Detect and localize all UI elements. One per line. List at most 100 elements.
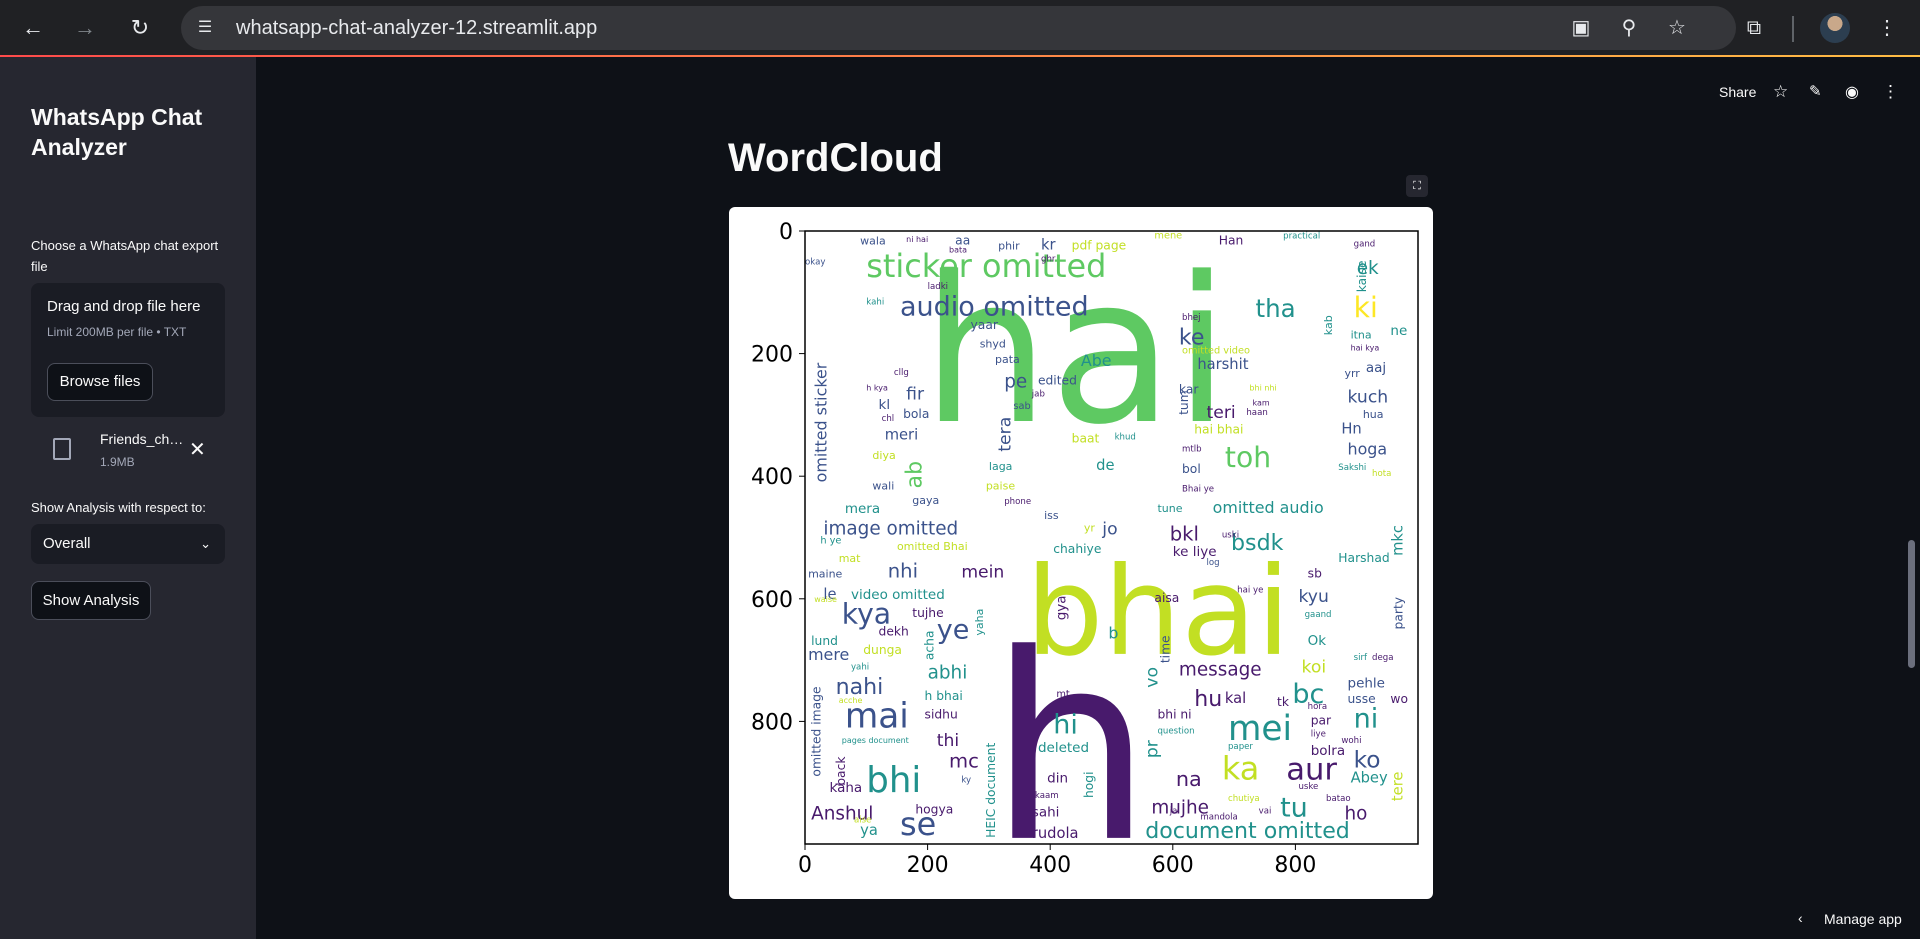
word-62: sb (1308, 566, 1322, 580)
word-108: ho (1344, 803, 1367, 824)
word-120: HEIC document (984, 743, 998, 838)
y-tick-label: 400 (751, 465, 793, 490)
word-79: nahi (836, 674, 884, 700)
word-35: Hn (1341, 420, 1361, 437)
word-142: practical (1283, 231, 1320, 241)
word-19: itna (1351, 328, 1372, 341)
word-118: omitted image (809, 686, 823, 776)
word-13: kr (1041, 236, 1057, 253)
profile-avatar[interactable] (1820, 13, 1850, 43)
dropzone-title: Drag and drop file here (47, 298, 201, 315)
zoom-icon[interactable]: ⚲ (1621, 17, 1637, 39)
word-115: omitted sticker (811, 362, 830, 482)
word-17: yaar (971, 318, 999, 332)
word-1: bhai (1026, 540, 1291, 683)
word-127: time (1159, 635, 1173, 663)
x-tick-label: 800 (1274, 853, 1316, 878)
word-134: omitted video (1182, 346, 1250, 357)
word-66: aisa (1154, 591, 1179, 605)
scrollbar-thumb[interactable] (1908, 540, 1915, 668)
file-dropzone[interactable]: Drag and drop file here Limit 200MB per … (31, 283, 225, 417)
edit-icon[interactable]: ✎ (1809, 83, 1822, 100)
user-select[interactable]: Overall ⌄ (31, 524, 225, 564)
word-184: chutiya (1228, 794, 1260, 804)
word-150: jab (1031, 390, 1045, 400)
word-111: sahi (1032, 804, 1060, 820)
y-tick-label: 800 (751, 710, 793, 735)
address-bar[interactable]: ☰ whatsapp-chat-analyzer-12.streamlit.ap… (181, 6, 1736, 50)
word-153: haan (1246, 408, 1267, 418)
star-icon[interactable]: ☆ (1773, 82, 1789, 101)
word-98: aur (1286, 753, 1337, 788)
chevron-left-icon[interactable]: ‹ (1798, 910, 1803, 926)
uploaded-file-name: Friends_ch… (100, 431, 184, 447)
streamlit-decoration-bar (0, 55, 1920, 57)
word-50: iss (1044, 509, 1059, 522)
bookmark-star-icon[interactable]: ☆ (1668, 17, 1686, 39)
main-menu-icon[interactable]: ⋮ (1882, 82, 1899, 101)
manage-app-button[interactable]: Manage app (1824, 911, 1902, 927)
word-25: pe (1004, 371, 1027, 392)
word-92: thi (937, 731, 959, 751)
word-23: aaj (1366, 360, 1386, 376)
y-tick-label: 0 (779, 220, 793, 245)
show-analysis-button[interactable]: Show Analysis (31, 581, 151, 620)
browser-toolbar: ← → ↻ ☰ whatsapp-chat-analyzer-12.stream… (0, 0, 1920, 57)
sidebar-title: WhatsApp Chat Analyzer (31, 104, 203, 160)
word-147: kl (879, 397, 891, 413)
word-27: fir (906, 385, 925, 405)
forward-icon[interactable]: → (74, 15, 96, 40)
more-menu-icon[interactable]: ⋮ (1877, 17, 1897, 39)
word-160: yr (1084, 521, 1096, 534)
word-5: tha (1256, 294, 1296, 323)
back-icon[interactable]: ← (22, 15, 44, 40)
word-133: kab (1322, 315, 1335, 335)
word-163: log (1207, 558, 1220, 568)
word-67: kya (842, 597, 891, 630)
word-9: ke (1179, 324, 1205, 350)
share-button[interactable]: Share (1719, 84, 1757, 100)
word-91: ni (1354, 704, 1379, 735)
github-icon[interactable]: ◉ (1845, 84, 1859, 101)
word-114: ya (860, 822, 878, 839)
word-0: hai (921, 233, 1229, 469)
word-18: shyd (980, 337, 1006, 350)
word-14: phir (998, 239, 1020, 252)
word-176: question (1157, 727, 1194, 737)
word-57: Harshad (1338, 551, 1389, 565)
word-106: mujhe (1151, 797, 1209, 818)
word-88: hi (1053, 710, 1078, 741)
install-app-icon[interactable]: ▣ (1571, 17, 1591, 39)
word-12: aa (955, 233, 970, 247)
word-39: diya (872, 449, 895, 462)
word-135: hai kya (1351, 344, 1380, 353)
remove-file-icon[interactable]: ✕ (189, 439, 206, 461)
x-tick-label: 0 (798, 853, 812, 878)
reload-icon[interactable]: ↻ (130, 15, 150, 40)
word-16: mene (1154, 230, 1182, 241)
word-56: ke liye (1173, 544, 1217, 560)
word-138: ladki (928, 282, 948, 292)
word-161: uski (1222, 531, 1239, 541)
file-uploader-label: Choose a WhatsApp chat export file (31, 238, 219, 274)
word-74: mere (808, 645, 849, 664)
word-166: gaand (1305, 610, 1332, 620)
word-140: bata (949, 245, 967, 254)
word-173: wo (1390, 692, 1408, 706)
word-37: toh (1225, 441, 1271, 474)
word-126: pr (1142, 739, 1162, 758)
word-93: deleted (1038, 740, 1089, 756)
browse-files-button[interactable]: Browse files (47, 363, 153, 401)
word-101: din (1047, 771, 1068, 787)
word-87: sidhu (925, 707, 958, 721)
word-29: kuch (1348, 388, 1389, 408)
word-24: yrr (1344, 367, 1360, 380)
word-4: audio omitted (900, 292, 1089, 323)
word-96: mc (949, 749, 979, 772)
url-text[interactable]: whatsapp-chat-analyzer-12.streamlit.app (236, 17, 598, 39)
extensions-icon[interactable]: ⧉ (1746, 17, 1762, 39)
fullscreen-icon[interactable]: ⛶ (1406, 175, 1428, 197)
word-71: b (1108, 624, 1118, 643)
word-187: mandola (1200, 812, 1237, 822)
site-settings-icon[interactable]: ☰ (197, 19, 213, 36)
